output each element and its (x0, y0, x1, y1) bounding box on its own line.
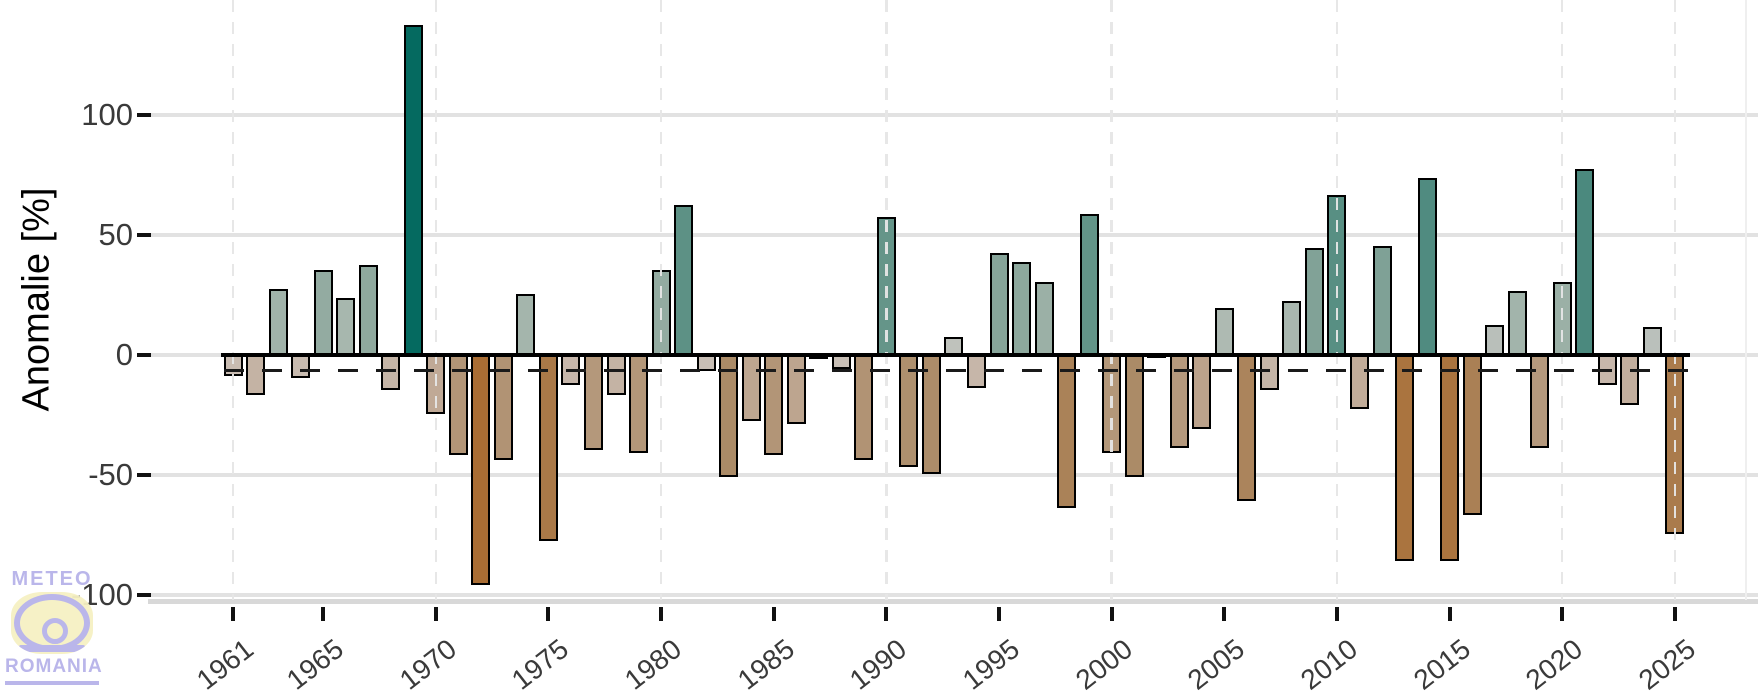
x-tick-label: 1980 (618, 633, 688, 695)
x-axis-tick (321, 607, 326, 621)
gridline-v-dashed (231, 0, 235, 600)
chart-bar (1304, 247, 1324, 357)
chart-bar (1034, 281, 1054, 357)
x-axis-tick (1222, 607, 1227, 621)
chart-bar (1440, 353, 1460, 561)
x-axis-tick (997, 607, 1002, 621)
x-axis-tick (1334, 607, 1339, 621)
x-tick-label: 1990 (844, 633, 913, 695)
y-tick-label: 50 (98, 217, 133, 252)
x-axis-tick (659, 607, 664, 621)
x-axis-line (148, 599, 1758, 604)
gridline-v-dashed (885, 0, 888, 600)
gridline-h (150, 593, 1758, 597)
chart-bar (1192, 353, 1212, 429)
chart-bar (291, 353, 311, 379)
chart-bar (1620, 353, 1640, 405)
chart-bar (1214, 307, 1234, 357)
logo-romania-text: ROMANIA (5, 656, 103, 677)
x-tick-label: 1985 (731, 633, 800, 695)
zero-line (221, 353, 1690, 357)
y-axis-title: Anomalie [%] (15, 187, 58, 412)
y-axis-tick (137, 353, 151, 357)
chart-bar (989, 252, 1009, 357)
x-tick-label: 1961 (190, 633, 260, 695)
chart-bar (1485, 324, 1505, 357)
x-axis-tick (231, 607, 235, 621)
x-axis-tick (1672, 607, 1677, 621)
reference-dashed-line (224, 368, 1690, 373)
gridline-v-dashed (1561, 0, 1564, 600)
x-tick-label: 2025 (1632, 633, 1701, 695)
y-tick-label: 0 (115, 337, 133, 372)
chart-bar (268, 288, 288, 357)
x-tick-label: 2020 (1520, 633, 1589, 695)
y-axis-tick (137, 233, 151, 237)
x-tick-label: 2015 (1407, 633, 1476, 695)
chart-bar (516, 293, 536, 357)
x-axis-tick (771, 607, 776, 621)
chart-bar (1282, 300, 1302, 357)
x-tick-label: 2000 (1069, 633, 1138, 695)
x-axis-tick (546, 607, 551, 621)
x-axis-tick (433, 607, 438, 621)
chart-bar (1372, 245, 1392, 357)
chart-bar (1462, 353, 1482, 515)
chart-bar (1237, 353, 1257, 501)
x-tick-label: 2005 (1182, 633, 1251, 695)
logo-emblem (11, 592, 93, 654)
logo-meteo-text: METEO (11, 568, 93, 590)
gridline-v-dashed (659, 0, 663, 600)
y-tick-label: 100 (81, 97, 133, 132)
x-tick-label: 2010 (1294, 633, 1364, 695)
chart-bar (674, 204, 694, 357)
gridline-h (150, 473, 1758, 477)
gridline-v-dashed (1673, 0, 1677, 600)
chart-bar (1079, 214, 1099, 357)
chart-bar (471, 353, 491, 585)
gridline-h (150, 233, 1758, 237)
x-axis-tick (1109, 607, 1114, 621)
chart-bar (1530, 353, 1550, 448)
chart-bar (336, 298, 356, 357)
chart-bar (786, 353, 806, 424)
gridline-v-dashed (1335, 0, 1339, 600)
gridline-v-dashed (434, 0, 437, 600)
logo-underline (5, 681, 99, 685)
y-tick-label: -50 (88, 457, 133, 492)
y-axis-tick (137, 473, 151, 477)
y-axis-tick (137, 593, 151, 597)
chart-bar (538, 353, 558, 542)
chart-bar (1507, 291, 1527, 357)
chart-bar (403, 24, 423, 357)
x-axis-tick (1560, 607, 1565, 621)
x-tick-label: 1995 (956, 633, 1026, 695)
chart-bar (741, 353, 761, 422)
gridline-v-dashed (1110, 0, 1113, 600)
chart-bar (313, 269, 333, 357)
chart-bar (246, 353, 266, 395)
x-axis-tick (1447, 607, 1452, 621)
chart-bar (1012, 262, 1032, 357)
logo-book-icon (19, 645, 85, 652)
x-tick-label: 1975 (506, 633, 575, 695)
x-axis-tick (884, 607, 889, 621)
chart-bar (1169, 353, 1189, 448)
chart-bar (1642, 327, 1662, 357)
chart-bar (1395, 353, 1415, 561)
chart-bar (1417, 178, 1437, 357)
gridline-h (150, 113, 1758, 117)
gridline-v-minor (1745, 0, 1747, 600)
chart-bar (606, 353, 626, 395)
chart-bar (358, 264, 378, 357)
meteo-romania-logo: METEO ROMANIA (5, 568, 103, 695)
chart-bar (1350, 353, 1369, 410)
x-tick-label: 1965 (281, 633, 350, 695)
logo-sun-icon (42, 618, 68, 644)
chart-bar (1057, 353, 1077, 508)
chart-bar (1575, 168, 1595, 357)
y-axis-tick (137, 113, 151, 117)
x-tick-label: 1970 (393, 633, 462, 695)
